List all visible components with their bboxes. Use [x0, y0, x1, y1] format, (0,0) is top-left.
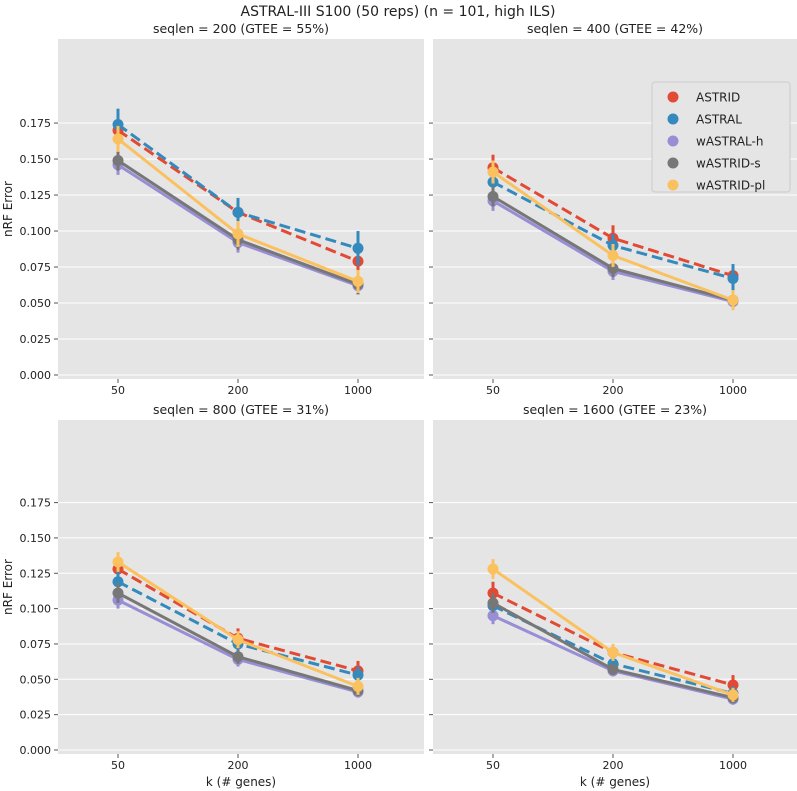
- data-point: [352, 242, 364, 254]
- y-tick-label: 0.025: [20, 709, 52, 722]
- panel-1: 0.000 0.025 0.050 0.075 0.100 0.125 0.150 0.175…: [1, 21, 424, 397]
- series-wastrid-pl: [112, 552, 364, 695]
- data-point: [352, 669, 364, 681]
- y-tick-label: 0.050: [20, 297, 52, 310]
- legend-label: wASTRID-s: [696, 157, 761, 171]
- x-tick-label: 50: [111, 384, 125, 397]
- y-tick-label: 0.025: [20, 333, 52, 346]
- plot-background: [433, 420, 797, 754]
- panel-title: seqlen = 400 (GTEE = 42%): [527, 21, 703, 36]
- series-wastrid-pl: [112, 125, 364, 293]
- y-axis-label: nRF Error: [1, 559, 15, 615]
- data-point: [607, 250, 619, 262]
- y-tick-label: 0.100: [20, 225, 52, 238]
- y-tick-label: 0.075: [20, 638, 52, 651]
- y-tick-label: 0.000: [20, 744, 52, 757]
- data-point: [112, 556, 124, 568]
- panel-title: seqlen = 1600 (GTEE = 23%): [523, 402, 707, 417]
- x-tick-label: 50: [486, 384, 500, 397]
- y-tick-label: 0.050: [20, 673, 52, 686]
- panel-2: 50 200 1000 seqlen = 400 (GTEE = 42%): [429, 21, 797, 397]
- data-point: [607, 646, 619, 658]
- y-tick-label: 0.075: [20, 261, 52, 274]
- x-tick-label: 200: [228, 384, 249, 397]
- y-tick-label: 0.175: [20, 117, 52, 130]
- series-wastrid-pl: [487, 559, 739, 702]
- chart-title: ASTRAL-III S100 (50 reps) (n = 101, high…: [241, 4, 556, 20]
- y-tick-label: 0.125: [20, 567, 52, 580]
- data-point: [232, 228, 244, 240]
- y-tick-label: 0.000: [20, 369, 52, 382]
- panel-title: seqlen = 800 (GTEE = 31%): [153, 402, 329, 417]
- data-point: [607, 663, 619, 675]
- panel-4: 50 200 1000 seqlen = 1600 (GTEE = 23%) k (# …: [429, 402, 797, 789]
- legend-marker: [667, 157, 679, 169]
- x-tick-label: 200: [228, 759, 249, 772]
- data-point: [607, 262, 619, 274]
- legend-marker: [667, 179, 679, 191]
- data-point: [487, 563, 499, 575]
- x-tick-label: 50: [486, 759, 500, 772]
- data-point: [112, 119, 124, 130]
- data-point: [487, 166, 499, 178]
- data-point: [352, 275, 364, 287]
- legend-marker: [667, 113, 679, 125]
- plot-background: [58, 420, 424, 754]
- data-point: [727, 689, 739, 701]
- x-tick-label: 1000: [719, 759, 747, 772]
- legend-label: ASTRID: [696, 91, 740, 105]
- panel-3: 0.000 0.025 0.050 0.075 0.100 0.125 0.150 0.175…: [1, 402, 424, 789]
- data-point: [352, 680, 364, 692]
- data-point: [727, 294, 739, 306]
- legend-marker: [667, 135, 679, 147]
- y-tick-label: 0.125: [20, 189, 52, 202]
- legend-label: ASTRAL: [696, 113, 742, 127]
- x-tick-label: 1000: [719, 384, 747, 397]
- x-axis-label: k (# genes): [206, 775, 276, 789]
- data-point: [232, 206, 244, 218]
- data-point: [112, 587, 124, 599]
- data-point: [112, 133, 124, 145]
- data-point: [232, 634, 244, 646]
- legend-marker: [667, 91, 679, 103]
- y-tick-label: 0.175: [20, 497, 52, 510]
- x-tick-label: 1000: [344, 759, 372, 772]
- legend: ASTRID ASTRAL wASTRAL-h wASTRID-s wASTRID-pl: [651, 81, 791, 193]
- y-tick-label: 0.150: [20, 153, 52, 166]
- data-point: [487, 190, 499, 202]
- data-point: [487, 610, 499, 622]
- data-point: [112, 154, 124, 166]
- x-tick-label: 1000: [344, 384, 372, 397]
- legend-label: wASTRAL-h: [696, 135, 763, 149]
- x-tick-label: 50: [111, 759, 125, 772]
- data-point: [727, 679, 739, 691]
- data-point: [727, 273, 739, 285]
- data-point: [232, 651, 244, 663]
- x-tick-label: 200: [603, 759, 624, 772]
- legend-box: [651, 81, 791, 193]
- y-tick-label: 0.100: [20, 603, 52, 616]
- series-wastrid-pl: [487, 160, 739, 311]
- legend-label: wASTRID-pl: [696, 179, 765, 193]
- y-axis-label: nRF Error: [1, 181, 15, 237]
- data-point: [487, 597, 499, 609]
- x-axis-label: k (# genes): [580, 775, 650, 789]
- panel-title: seqlen = 200 (GTEE = 55%): [153, 21, 329, 36]
- data-point: [112, 576, 124, 588]
- x-tick-label: 200: [603, 384, 624, 397]
- y-tick-label: 0.150: [20, 532, 52, 545]
